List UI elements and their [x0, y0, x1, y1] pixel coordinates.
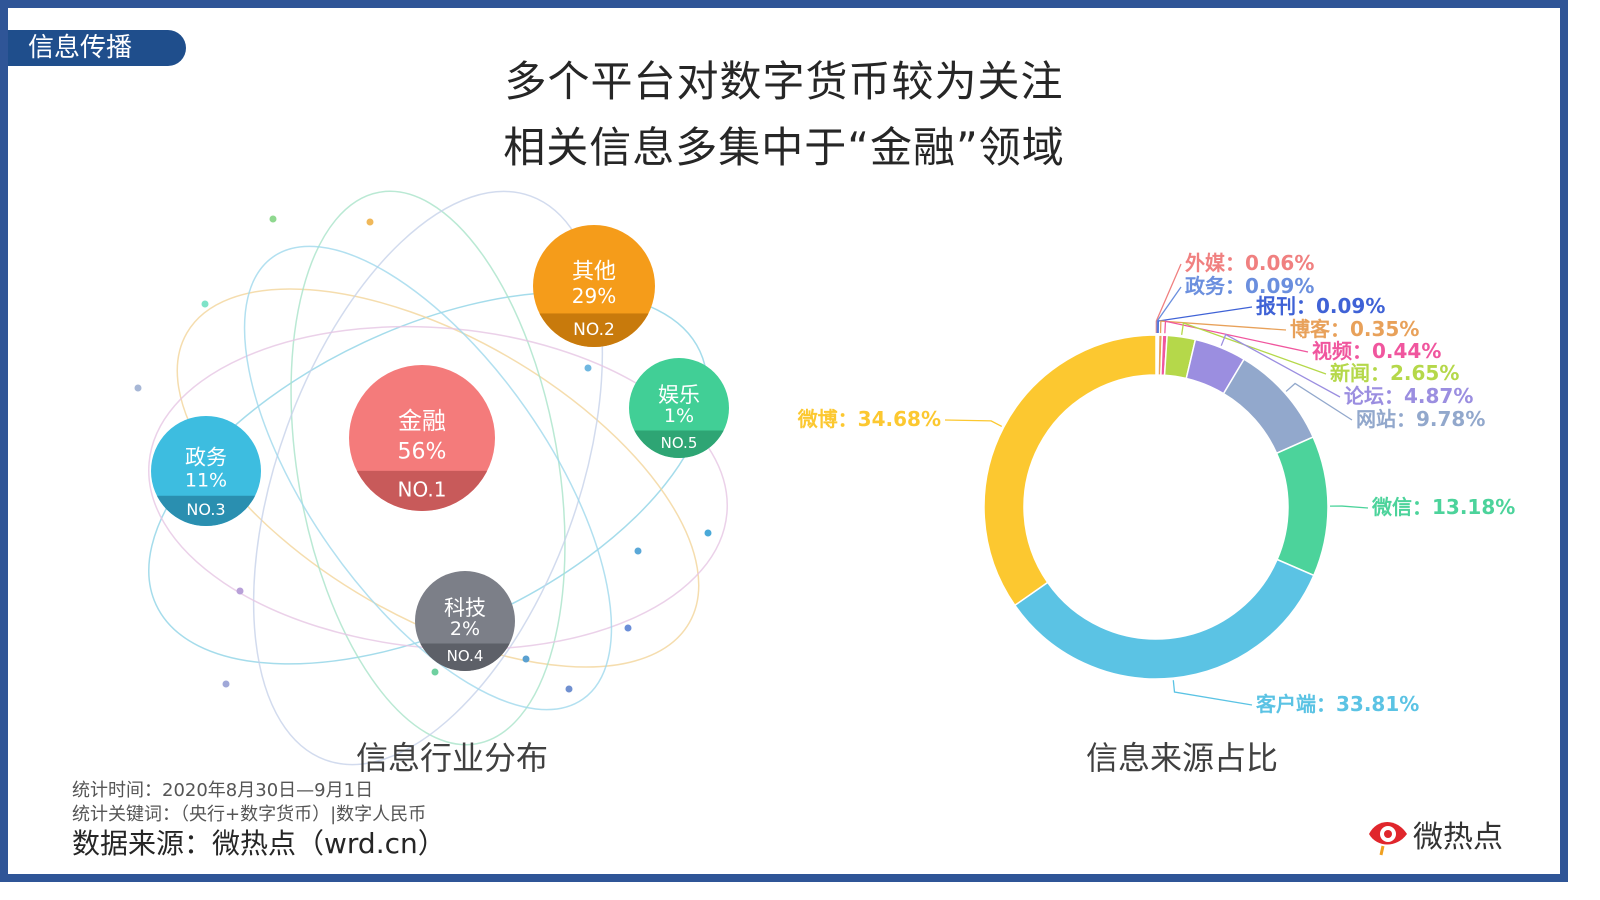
donut-leader-line [1159, 320, 1287, 334]
title-line-2: 相关信息多集中于“金融”领域 [503, 123, 1065, 172]
donut-label: 政务：0.09% [1185, 274, 1314, 298]
donut-leader-line [1181, 322, 1327, 375]
orbit-dot [634, 547, 642, 555]
bubble-name: 娱乐 [658, 383, 700, 407]
donut-leader-line [1172, 680, 1253, 706]
donut-slice [1275, 436, 1329, 577]
bubble-5: 娱乐1% NO.5 [629, 358, 729, 458]
donut-slice [1013, 558, 1315, 680]
orbit-line [243, 245, 613, 711]
donut-leader-line [1156, 286, 1182, 334]
donut-label: 微博：34.68% [797, 407, 941, 431]
donut-slice [1222, 358, 1315, 455]
bubble-value: 11% [185, 469, 227, 491]
footer-keywords: 统计关键词：（央行+数字货币）|数字人民币 [72, 804, 427, 825]
orbit-line [176, 288, 700, 668]
orbit-line [290, 190, 566, 746]
bubble-rank: NO.5 [661, 434, 698, 452]
section-tag: 信息传播 [8, 30, 186, 66]
donut-chart-caption: 信息来源占比 [1085, 739, 1278, 777]
orbit-dot [522, 655, 530, 663]
weiredian-logo: 微热点 [1363, 808, 1533, 858]
bubble-value: 29% [572, 284, 616, 308]
donut-label: 视频：0.44% [1312, 339, 1441, 363]
donut-label: 论坛：4.87% [1344, 384, 1473, 408]
bubble-value: 56% [398, 439, 447, 464]
orbit-dot [624, 624, 632, 632]
orbit-dot [201, 300, 209, 308]
donut-label: 微信：13.18% [1371, 495, 1515, 519]
orbit-dot [704, 529, 712, 537]
title-line-1: 多个平台对数字货币较为关注 [504, 57, 1064, 106]
eye-logo-icon [1369, 822, 1407, 856]
donut-leader-line [1157, 306, 1253, 334]
donut-label: 外媒：0.06% [1185, 251, 1314, 275]
footer-source: 数据来源：微热点（wrd.cn） [72, 827, 446, 860]
bubble-4: 科技2% NO.4 [415, 571, 515, 671]
donut-chart: 外媒：0.06%政务：0.09%报刊：0.09%博客：0.35%视频：0.44%… [797, 251, 1516, 716]
bubble-name: 科技 [444, 596, 486, 620]
bubble-rank: NO.3 [186, 500, 225, 519]
orbit-dot [269, 215, 277, 223]
donut-label: 客户端：33.81% [1255, 692, 1419, 716]
donut-leader-line [1220, 333, 1341, 398]
footer-time: 统计时间：2020年8月30日—9月1日 [72, 780, 374, 801]
donut-leader-line [944, 419, 1003, 428]
bubble-chart-caption: 信息行业分布 [355, 739, 548, 777]
infographic-frame: 信息传播 多个平台对数字货币较为关注 相关信息多集中于“金融”领域 金融 56% N… [0, 0, 1568, 882]
orbit-dot [366, 218, 374, 226]
orbit-line [252, 190, 604, 766]
donut-label: 新闻：2.65% [1330, 361, 1459, 385]
bubble-rank: NO.2 [573, 320, 615, 340]
bubble-1: 金融 56% NO.1 [349, 365, 495, 511]
orbit-dot [431, 668, 439, 676]
bubble-name: 金融 [398, 407, 446, 435]
bubble-rank: NO.4 [447, 647, 484, 665]
bubble-name: 其他 [572, 260, 616, 285]
donut-leader-line [1164, 320, 1309, 353]
donut-slice [983, 334, 1157, 607]
orbit-dot [584, 364, 592, 372]
orbit-dot [565, 685, 573, 693]
bubble-value: 1% [664, 405, 694, 427]
donut-label: 报刊：0.09% [1256, 294, 1385, 318]
orbit-dot [236, 587, 244, 595]
donut-label: 网站：9.78% [1356, 407, 1485, 431]
orbit-dot [222, 680, 230, 688]
donut-label: 博客：0.35% [1290, 317, 1419, 341]
donut-leader-line [1329, 505, 1369, 509]
orbit-dot [134, 384, 142, 392]
logo-text: 微热点 [1413, 820, 1503, 855]
donut-leader-line [1155, 263, 1182, 334]
bubble-name: 政务 [185, 445, 227, 469]
donut-leader-line [1285, 382, 1353, 421]
bubble-rank: NO.1 [398, 477, 447, 501]
bubble-value: 2% [450, 618, 480, 640]
